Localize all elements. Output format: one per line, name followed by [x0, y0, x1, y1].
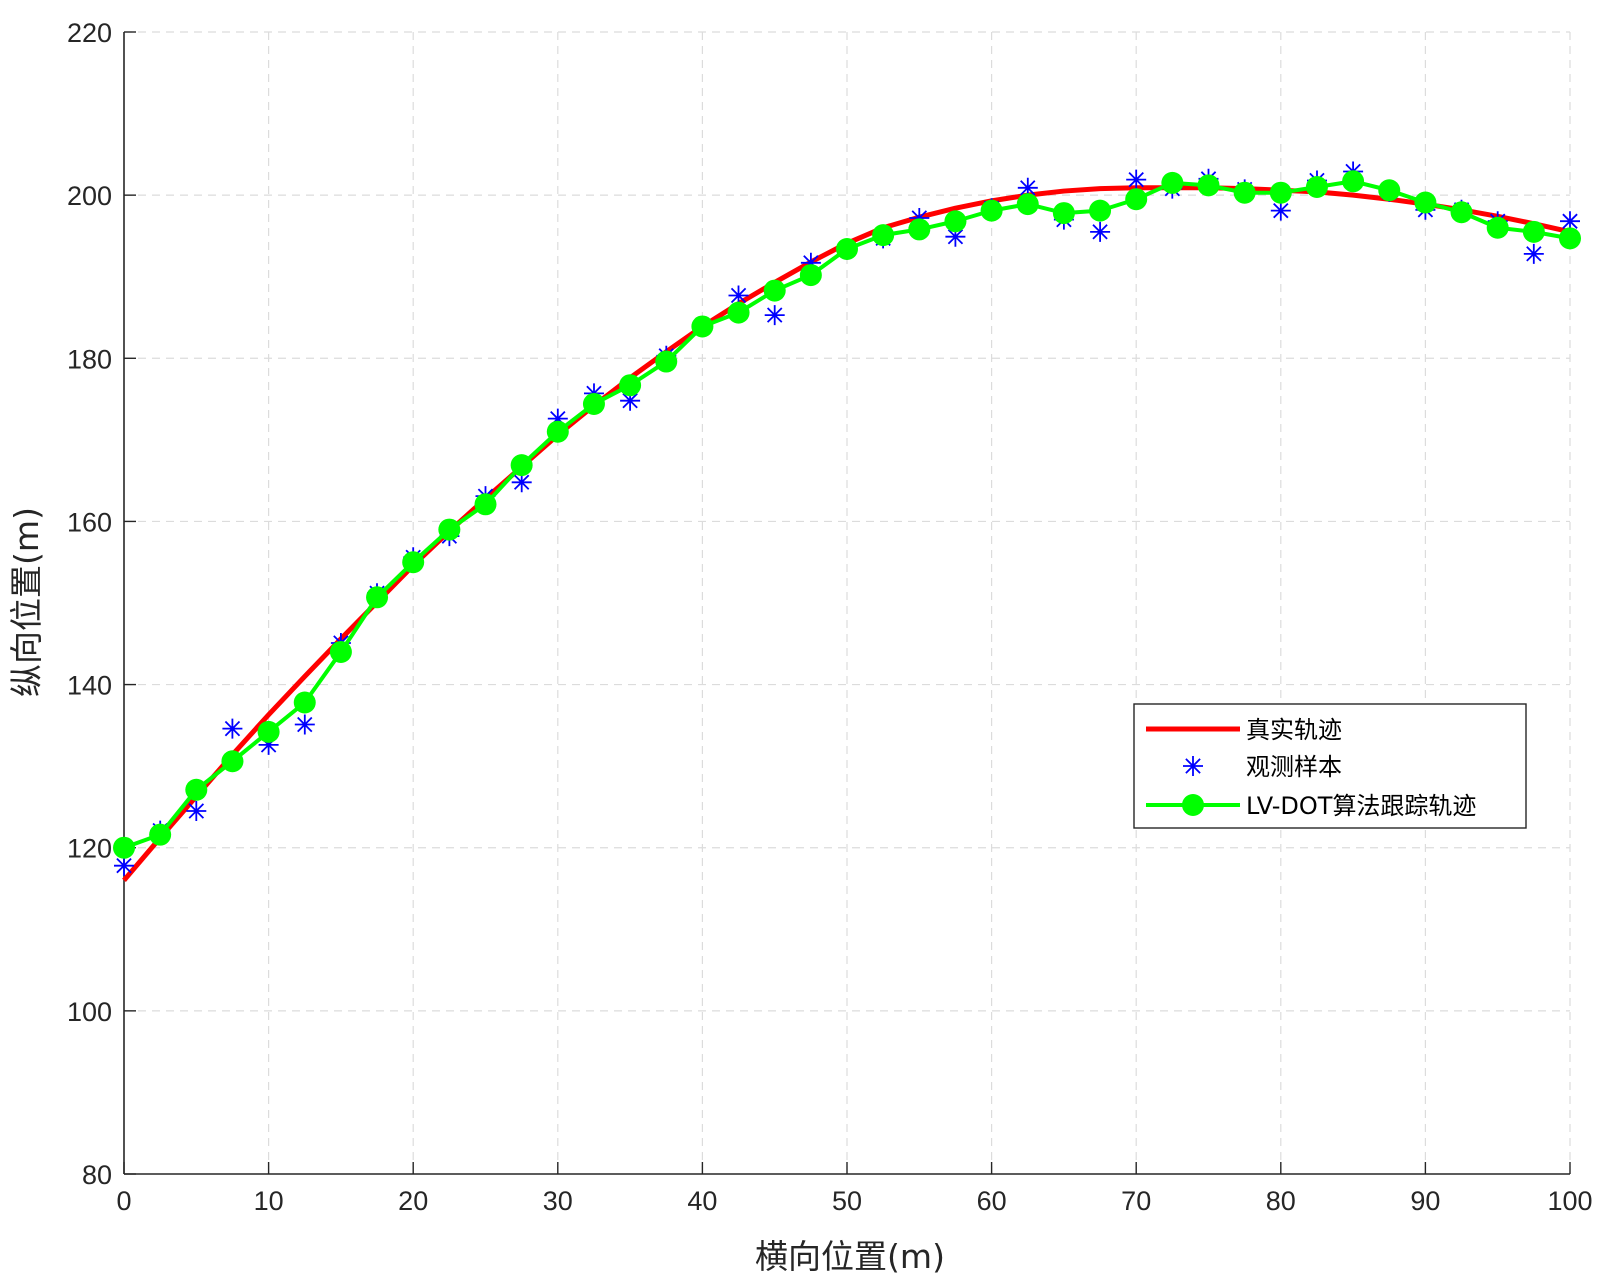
tracking-circle-point: [1125, 188, 1148, 211]
tracking-circle-point: [799, 264, 822, 287]
tracking-circle-point: [1016, 193, 1039, 216]
tracking-circle-point: [582, 392, 605, 415]
tracking-circle-point: [185, 778, 208, 801]
x-axis-title: 横向位置(m): [755, 1237, 945, 1276]
tracking-circle-point: [1522, 220, 1545, 243]
observation-star-point: [511, 472, 532, 493]
tracking-circle-point: [655, 350, 678, 373]
observation-star-point: [547, 408, 568, 429]
x-tick-label: 100: [1547, 1186, 1592, 1216]
x-tick-label: 40: [687, 1186, 717, 1216]
series-layer: [113, 161, 1581, 882]
observation-star-point: [764, 305, 785, 326]
y-axis-title: 纵向位置(m): [7, 507, 46, 697]
tracking-circle-point: [944, 210, 967, 233]
legend-tracking-swatch-marker: [1182, 794, 1204, 816]
tracking-circle-point: [510, 454, 533, 477]
tracking-circle-point: [1305, 175, 1328, 198]
observation-star-point: [1270, 200, 1291, 221]
y-tick-label: 140: [67, 671, 112, 701]
tracking-circle-point: [366, 586, 389, 609]
observation-star-point: [1560, 211, 1580, 232]
y-tick-label: 80: [82, 1160, 112, 1190]
observation-star-point: [909, 208, 930, 228]
tracking-circle-point: [221, 750, 244, 773]
axes: 0 10 20 30 40 50 60 70 80 90 100 80 100 120 140 160 180 2…: [67, 18, 1593, 1216]
x-tick-label: 90: [1410, 1186, 1440, 1216]
x-tick-label: 20: [398, 1186, 428, 1216]
x-tick-label: 60: [977, 1186, 1007, 1216]
tracking-circle-point: [1378, 179, 1401, 202]
tracking-circle-point: [980, 199, 1003, 222]
observation-star-point: [728, 285, 749, 306]
tracking-circle-point: [546, 420, 569, 443]
tracking-circle-point: [1486, 216, 1509, 239]
tracking-circle-point: [763, 279, 786, 302]
y-tick-label: 100: [67, 997, 112, 1027]
tracking-circle-point: [619, 374, 642, 397]
tracking-circle-point: [474, 493, 497, 516]
tracking-circle-point: [257, 720, 280, 743]
observation-star-point: [1126, 169, 1147, 190]
tracking-circle-point: [1197, 174, 1220, 197]
tracking-circle-point: [1052, 202, 1075, 225]
x-tick-label: 70: [1121, 1186, 1151, 1216]
observation-star-point: [114, 855, 134, 876]
tracking-circle-point: [727, 301, 750, 324]
tracking-circle-point: [1089, 199, 1112, 222]
tracking-circle-point: [329, 640, 352, 663]
tracking-circle-point: [438, 518, 461, 541]
tracking-circle-point: [1450, 201, 1473, 224]
y-tick-label: 120: [67, 834, 112, 864]
observation-star-point: [186, 801, 207, 821]
y-tick-label: 180: [67, 344, 112, 374]
observation-star-point: [222, 718, 243, 739]
tracking-circle-point: [691, 315, 714, 338]
tracking-circle-point: [113, 836, 135, 859]
legend-label: 真实轨迹: [1246, 716, 1342, 744]
observation-star-point: [1523, 243, 1544, 264]
observation-star-point: [1090, 221, 1111, 242]
y-tick-label: 200: [67, 181, 112, 211]
tracking-circle-point: [836, 237, 858, 260]
tracking-circle-point: [1559, 227, 1581, 250]
tracking-circle-point: [293, 691, 316, 714]
observation-star-point: [1017, 177, 1038, 198]
x-tick-label: 80: [1266, 1186, 1296, 1216]
observation-star-point: [294, 714, 315, 735]
legend-label: 观测样本: [1246, 753, 1342, 781]
tracking-circle-point: [1342, 170, 1365, 193]
tracking-circle-point: [402, 551, 425, 574]
x-tick-label: 30: [543, 1186, 573, 1216]
observation-star-point: [945, 226, 966, 247]
tracking-circle-point: [908, 218, 931, 241]
observation-star-point: [258, 734, 279, 755]
tracking-circle-point: [1269, 181, 1292, 204]
observation-star-point: [620, 390, 641, 411]
x-tick-label: 10: [254, 1186, 284, 1216]
legend-label: LV-DOT算法跟踪轨迹: [1246, 792, 1476, 820]
y-tick-label: 160: [67, 507, 112, 537]
tracking-circle-point: [872, 224, 895, 247]
tracking-circle-point: [149, 823, 172, 846]
x-tick-label: 50: [832, 1186, 862, 1216]
tracking-circle-point: [1161, 171, 1184, 194]
x-tick-label: 0: [116, 1186, 131, 1216]
tracking-circle-point: [1414, 191, 1437, 214]
observation-star-point: [800, 252, 821, 273]
y-tick-label: 220: [67, 18, 112, 48]
tracking-circle-point: [1233, 181, 1256, 204]
legend-observation-swatch: [1183, 756, 1203, 776]
